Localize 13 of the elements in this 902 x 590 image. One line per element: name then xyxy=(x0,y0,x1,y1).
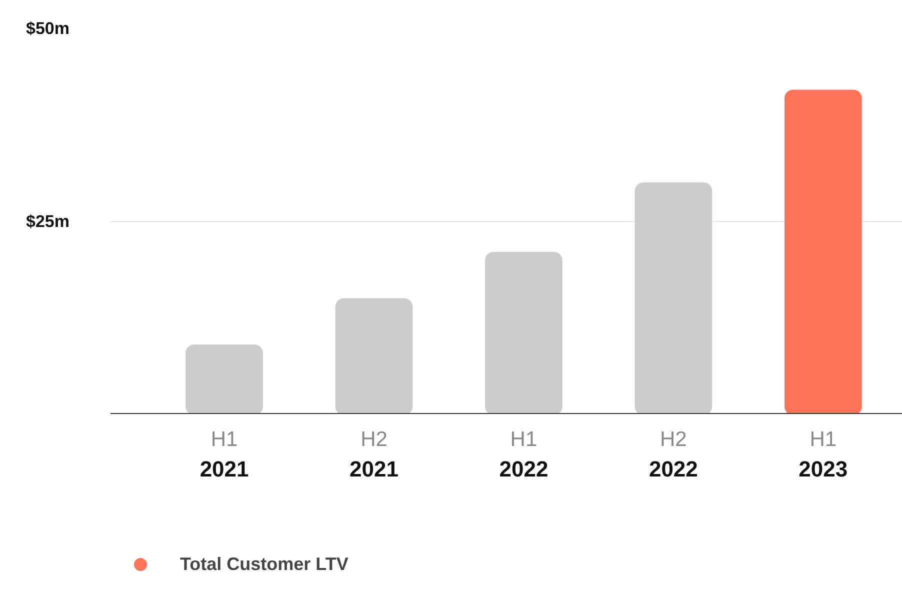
bar xyxy=(335,298,413,414)
category-label: H1 2023 xyxy=(798,428,848,482)
bar xyxy=(634,182,712,414)
category-label: H2 2021 xyxy=(350,428,398,482)
y-tick-label: $50m xyxy=(26,19,70,38)
category-label: H1 2021 xyxy=(200,428,249,482)
bar xyxy=(186,344,263,414)
y-tick-label: $25m xyxy=(26,212,70,231)
category-label: H1 2022 xyxy=(499,428,548,482)
bar xyxy=(485,252,562,414)
bar xyxy=(784,90,862,414)
category-label: H2 2022 xyxy=(648,428,698,482)
legend-label: Total Customer LTV xyxy=(180,554,348,574)
